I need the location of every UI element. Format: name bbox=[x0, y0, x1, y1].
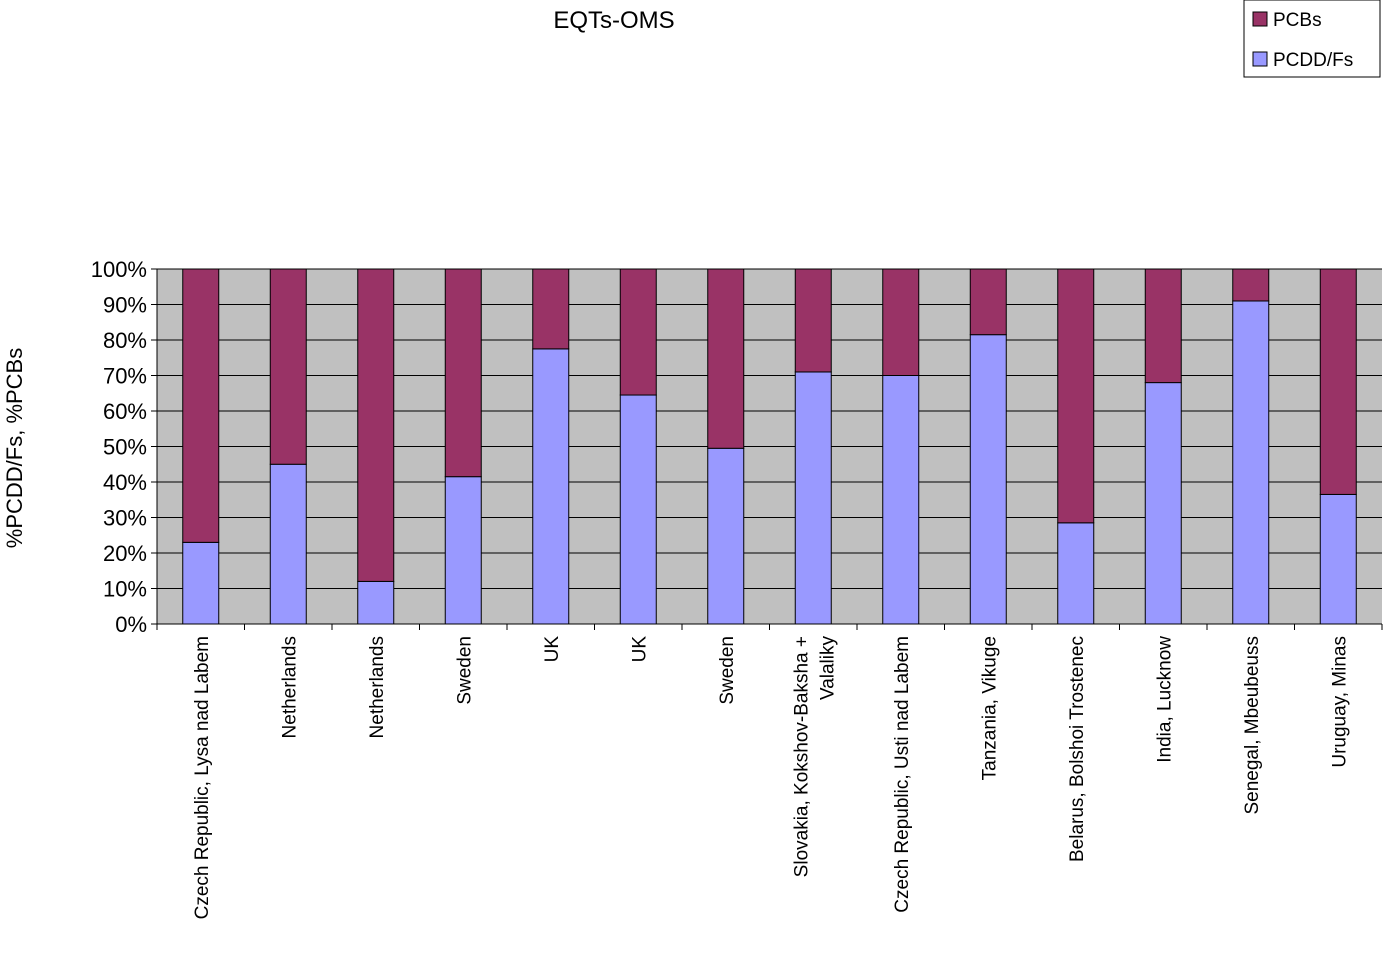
bar-pcbs bbox=[444, 268, 482, 478]
bar-pcdd-fs bbox=[1057, 522, 1095, 625]
x-tick-label: UK bbox=[542, 636, 563, 663]
y-tick-label: 90% bbox=[103, 293, 147, 318]
x-tick-label: Valaliky bbox=[817, 636, 838, 701]
bar-pcdd-fs bbox=[357, 580, 395, 625]
bar-pcdd-fs bbox=[882, 375, 920, 625]
y-tick-labels: 0% 10% 20% 30% 40% 50% 60% 70% 80% 90% 100% bbox=[91, 257, 147, 637]
bar-pcbs bbox=[357, 268, 395, 582]
bar-pcdd-fs bbox=[182, 541, 220, 625]
bar-pcdd-fs bbox=[794, 371, 832, 625]
bar-pcbs bbox=[1057, 268, 1095, 524]
bar-pcbs bbox=[1144, 268, 1182, 384]
bar-pcdd-fs bbox=[1319, 493, 1357, 625]
bar-pcdd-fs bbox=[707, 447, 745, 625]
bar-pcbs bbox=[1232, 268, 1270, 302]
bar-pcdd-fs bbox=[969, 334, 1007, 625]
legend-swatch-pcdd-fs bbox=[1252, 51, 1268, 67]
chart-title: EQTs-OMS bbox=[553, 7, 674, 34]
x-tick-label: UK bbox=[629, 636, 650, 663]
y-tick-label: 20% bbox=[103, 541, 147, 566]
legend-label-pcdd-fs: PCDD/Fs bbox=[1273, 50, 1353, 71]
x-tick-label: Czech Republic, Usti nad Labem bbox=[892, 636, 913, 913]
x-tick-label: Sweden bbox=[454, 636, 475, 705]
legend-swatch-pcbs bbox=[1252, 11, 1268, 27]
axes bbox=[151, 268, 1383, 630]
x-tick-label: Uruguay, Minas bbox=[1329, 636, 1350, 768]
x-tick-label: Senegal, Mbeubeuss bbox=[1242, 636, 1263, 815]
bar-pcdd-fs bbox=[532, 348, 570, 625]
bar-pcbs bbox=[794, 268, 832, 373]
bar-pcbs bbox=[619, 268, 657, 396]
bar-pcbs bbox=[707, 268, 745, 449]
y-tick-label: 100% bbox=[91, 257, 147, 282]
y-tick-label: 30% bbox=[103, 506, 147, 531]
bar-pcdd-fs bbox=[1232, 300, 1270, 625]
y-tick-label: 40% bbox=[103, 470, 147, 495]
x-tick-label: Sweden bbox=[717, 636, 738, 705]
y-tick-label: 0% bbox=[115, 612, 147, 637]
bar-pcbs bbox=[1319, 268, 1357, 495]
bars bbox=[182, 268, 1357, 625]
y-tick-label: 80% bbox=[103, 328, 147, 353]
bar-pcbs bbox=[182, 268, 220, 543]
y-axis-label: %PCDD/Fs, %PCBs bbox=[2, 348, 27, 548]
x-tick-label: Belarus, Bolshoi Trostenec bbox=[1067, 636, 1088, 862]
x-tick-label: India, Lucknow bbox=[1154, 636, 1175, 763]
x-tick-label: Slovakia, Kokshov-Baksha + bbox=[791, 636, 812, 877]
bar-pcdd-fs bbox=[1144, 382, 1182, 625]
bar-pcbs bbox=[269, 268, 307, 465]
bar-pcdd-fs bbox=[444, 476, 482, 625]
y-tick-label: 70% bbox=[103, 364, 147, 389]
legend: PCBs PCDD/Fs bbox=[1243, 0, 1381, 78]
x-tick-label: Netherlands bbox=[279, 636, 300, 738]
bar-pcbs bbox=[532, 268, 570, 350]
y-tick-label: 50% bbox=[103, 435, 147, 460]
bar-pcbs bbox=[882, 268, 920, 376]
bar-pcdd-fs bbox=[619, 394, 657, 625]
x-tick-labels: Czech Republic, Lysa nad Labem Netherland… bbox=[192, 636, 1351, 920]
x-tick-label: Tanzania, Vikuge bbox=[979, 636, 1000, 780]
x-tick-label: Netherlands bbox=[367, 636, 388, 738]
y-tick-label: 10% bbox=[103, 577, 147, 602]
x-tick-label: Czech Republic, Lysa nad Labem bbox=[192, 636, 213, 919]
y-tick-label: 60% bbox=[103, 399, 147, 424]
bar-pcdd-fs bbox=[269, 463, 307, 625]
legend-label-pcbs: PCBs bbox=[1273, 10, 1322, 31]
bar-pcbs bbox=[969, 268, 1007, 336]
